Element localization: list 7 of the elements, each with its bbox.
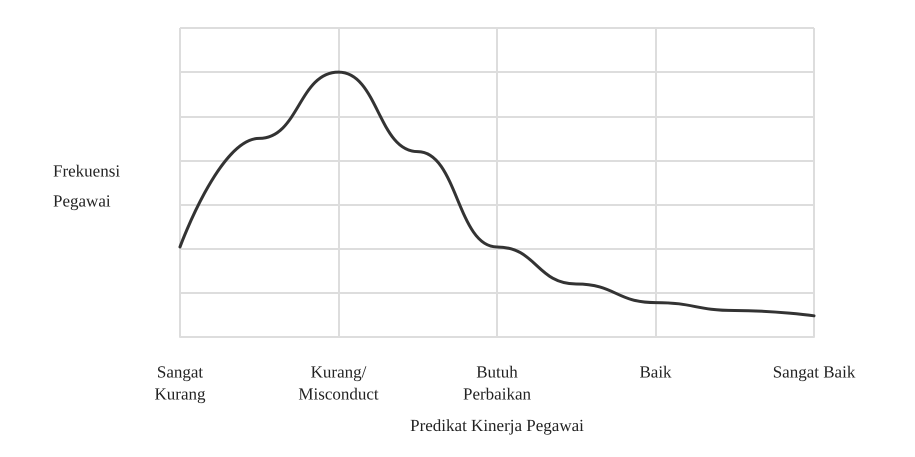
x-tick-label: Sangat Baik — [772, 362, 856, 382]
x-tick-label: Kurang/ Misconduct — [298, 362, 379, 404]
x-tick-label: Butuh Perbaikan — [463, 362, 532, 404]
y-axis-title: Frekuensi Pegawai — [53, 162, 120, 210]
x-tick-label: Baik — [639, 362, 672, 382]
x-tick-label: Sangat Kurang — [154, 362, 206, 404]
x-axis-title: Predikat Kinerja Pegawai — [410, 416, 584, 435]
